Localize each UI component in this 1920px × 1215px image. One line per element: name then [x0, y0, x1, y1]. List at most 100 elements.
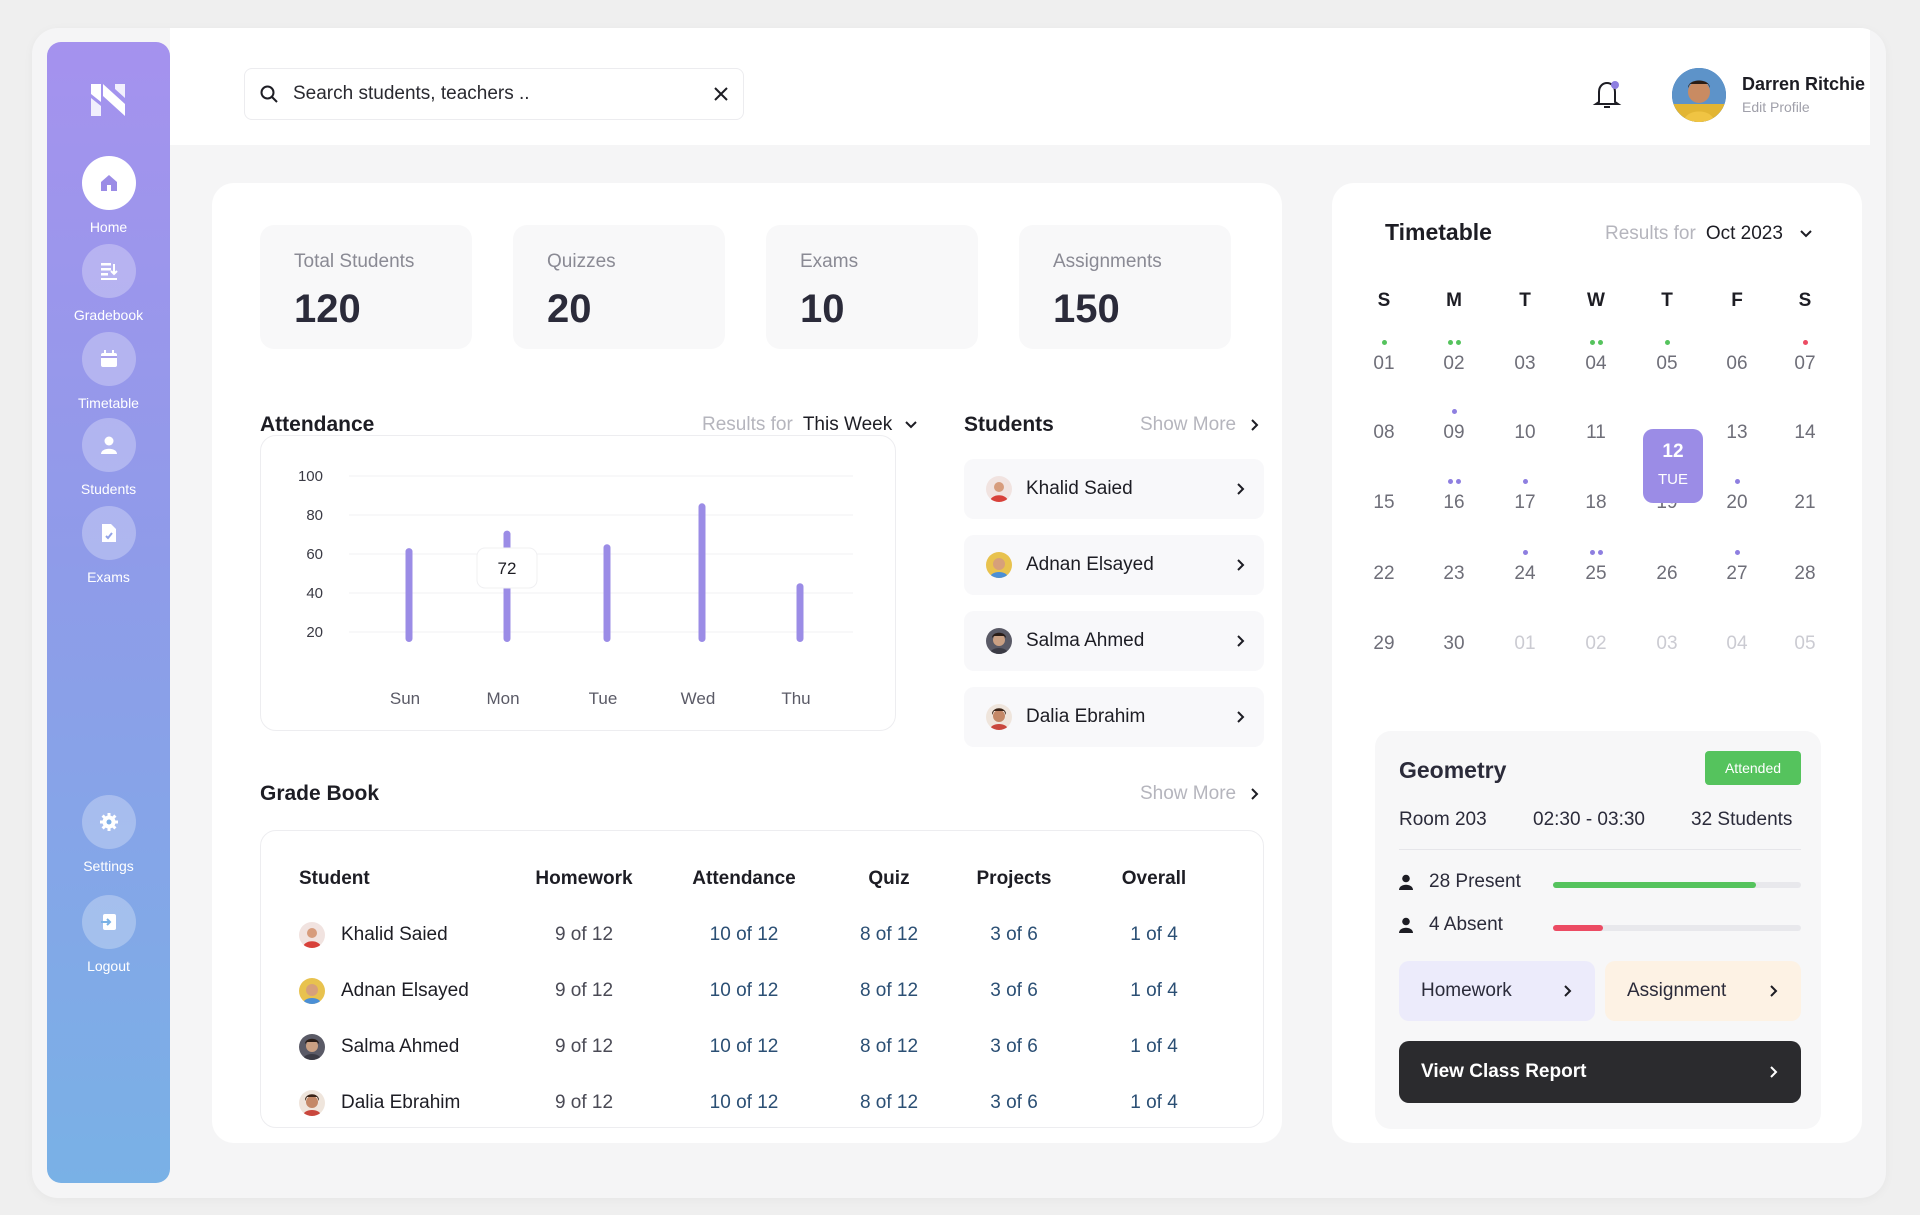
search-placeholder: Search students, teachers .. — [293, 83, 530, 104]
calendar-day[interactable]: 29 — [1373, 633, 1395, 654]
sidebar-item-logout[interactable]: Logout — [47, 895, 170, 974]
calendar-day[interactable]: 30 — [1443, 633, 1465, 654]
table-row[interactable]: Adnan Elsayed 9 of 12 10 of 12 8 of 12 3… — [299, 963, 1229, 1019]
calendar-day[interactable]: 14 — [1794, 422, 1816, 443]
assignment-button[interactable]: Assignment — [1605, 961, 1801, 1021]
profile-avatar[interactable] — [1672, 68, 1726, 122]
home-icon — [81, 156, 136, 210]
calendar-selected-day[interactable]: 12 TUE — [1643, 429, 1703, 503]
user-name: Darren Ritchie — [1742, 74, 1866, 94]
attendance-cell: 10 of 12 — [709, 980, 779, 1001]
stat-value: 20 — [547, 287, 592, 331]
show-more-label: Show More — [1140, 414, 1237, 435]
close-icon[interactable] — [713, 86, 729, 102]
table-row[interactable]: Salma Ahmed 9 of 12 10 of 12 8 of 12 3 o… — [299, 1019, 1229, 1075]
chart-tooltip — [476, 547, 538, 589]
calendar-day[interactable]: 09 — [1443, 422, 1465, 443]
student-name: Khalid Saied — [1026, 478, 1133, 499]
edit-profile-link[interactable]: Edit Profile — [1742, 99, 1810, 115]
sidebar-item-exams[interactable]: Exams — [47, 506, 170, 585]
calendar-day[interactable]: 20 — [1726, 492, 1748, 513]
class-title: Geometry — [1399, 757, 1507, 783]
student-cell: Khalid Saied — [299, 907, 509, 963]
student-list-item[interactable]: Salma Ahmed — [964, 611, 1264, 671]
logout-icon — [81, 895, 136, 949]
student-name: Adnan Elsayed — [341, 980, 469, 1001]
notification-dot — [1611, 81, 1619, 89]
present-label: 28 Present — [1429, 871, 1521, 892]
calendar-day[interactable]: 02 — [1585, 633, 1607, 654]
calendar-day[interactable]: 08 — [1373, 422, 1395, 443]
calendar-day[interactable]: 04 — [1585, 353, 1607, 374]
calendar-day[interactable]: 01 — [1373, 353, 1395, 374]
calendar-day[interactable]: 02 — [1443, 353, 1465, 374]
table-row[interactable]: Khalid Saied 9 of 12 10 of 12 8 of 12 3 … — [299, 907, 1229, 963]
calendar-day[interactable]: 23 — [1443, 563, 1465, 584]
student-list-item[interactable]: Khalid Saied — [964, 459, 1264, 519]
view-class-report-button[interactable]: View Class Report — [1399, 1041, 1801, 1103]
calendar-day[interactable]: 05 — [1794, 633, 1816, 654]
calendar-day[interactable]: 15 — [1373, 492, 1395, 513]
calendar-day[interactable]: 24 — [1514, 563, 1536, 584]
calendar-day[interactable]: 27 — [1726, 563, 1748, 584]
chevron-right-icon — [1251, 419, 1259, 431]
stat-value: 10 — [800, 287, 845, 331]
class-room: Room 203 — [1399, 809, 1487, 830]
calendar-day[interactable]: 07 — [1794, 353, 1816, 374]
student-list-item[interactable]: Adnan Elsayed — [964, 535, 1264, 595]
y-tick-label: 20 — [306, 624, 323, 641]
calendar-day[interactable]: 01 — [1514, 633, 1536, 654]
calendar-day[interactable]: 17 — [1514, 492, 1536, 513]
weekday-header: S — [1377, 290, 1391, 311]
calendar-day[interactable]: 13 — [1726, 422, 1748, 443]
exam-doc-icon — [81, 506, 136, 560]
calendar-day[interactable]: 03 — [1514, 353, 1536, 374]
calendar-day[interactable]: 28 — [1794, 563, 1816, 584]
calendar-day[interactable]: 06 — [1726, 353, 1748, 374]
calendar-day[interactable]: 11 — [1586, 422, 1606, 443]
student-name: Dalia Ebrahim — [341, 1092, 461, 1113]
search-input[interactable]: Search students, teachers .. — [244, 68, 744, 120]
event-dot — [1734, 550, 1740, 555]
calendar-day[interactable]: 18 — [1585, 492, 1607, 513]
calendar-day[interactable]: 21 — [1794, 492, 1816, 513]
timetable-panel: Timetable Results for Oct 2023 S M T W T F S 01… — [1332, 183, 1862, 1143]
stat-card-total-students: Total Students 120 — [260, 225, 472, 349]
quiz-cell: 8 of 12 — [859, 1092, 919, 1113]
event-dots — [1572, 340, 1620, 346]
calendar-day[interactable]: 03 — [1656, 633, 1678, 654]
students-show-more[interactable]: Show More — [1140, 414, 1260, 436]
gradebook-show-more[interactable]: Show More — [1140, 783, 1260, 805]
calendar-day[interactable]: 04 — [1726, 633, 1748, 654]
present-progress-fill — [1553, 882, 1757, 888]
sidebar-item-students[interactable]: Students — [47, 418, 170, 497]
app-frame: Home Gradebook Timetable Students Exams — [32, 28, 1886, 1198]
student-name: Adnan Elsayed — [1026, 554, 1154, 575]
student-list-item[interactable]: Dalia Ebrahim — [964, 687, 1264, 747]
calendar-day[interactable]: 10 — [1514, 422, 1536, 443]
sidebar-item-gradebook[interactable]: Gradebook — [47, 244, 170, 323]
table-row[interactable]: Dalia Ebrahim 9 of 12 10 of 12 8 of 12 3… — [299, 1075, 1229, 1131]
calendar-day[interactable]: 22 — [1373, 563, 1395, 584]
sidebar-item-home[interactable]: Home — [47, 156, 170, 235]
weekday-header: T — [1519, 290, 1531, 311]
timetable-month-select[interactable]: Results for Oct 2023 — [1605, 223, 1813, 245]
calendar-day[interactable]: 05 — [1656, 353, 1678, 374]
x-tick-label: Mon — [486, 689, 519, 708]
col-header: Projects — [976, 868, 1052, 889]
event-dots — [1501, 550, 1549, 556]
homework-cell: 9 of 12 — [554, 1036, 614, 1057]
quiz-cell: 8 of 12 — [859, 980, 919, 1001]
absent-row: 4 Absent — [1399, 914, 1503, 936]
present-row: 28 Present — [1399, 871, 1521, 893]
sidebar-item-timetable[interactable]: Timetable — [47, 332, 170, 411]
calendar-day[interactable]: 16 — [1443, 492, 1465, 513]
homework-button[interactable]: Homework — [1399, 961, 1595, 1021]
calendar-day[interactable]: 25 — [1585, 563, 1607, 584]
attendance-period-select[interactable]: Results for This Week — [702, 414, 918, 436]
event-dot — [1589, 550, 1595, 555]
sidebar-item-settings[interactable]: Settings — [47, 795, 170, 874]
calendar-day[interactable]: 26 — [1656, 563, 1678, 584]
bell-icon[interactable] — [1592, 78, 1622, 112]
event-dot — [1447, 340, 1453, 345]
